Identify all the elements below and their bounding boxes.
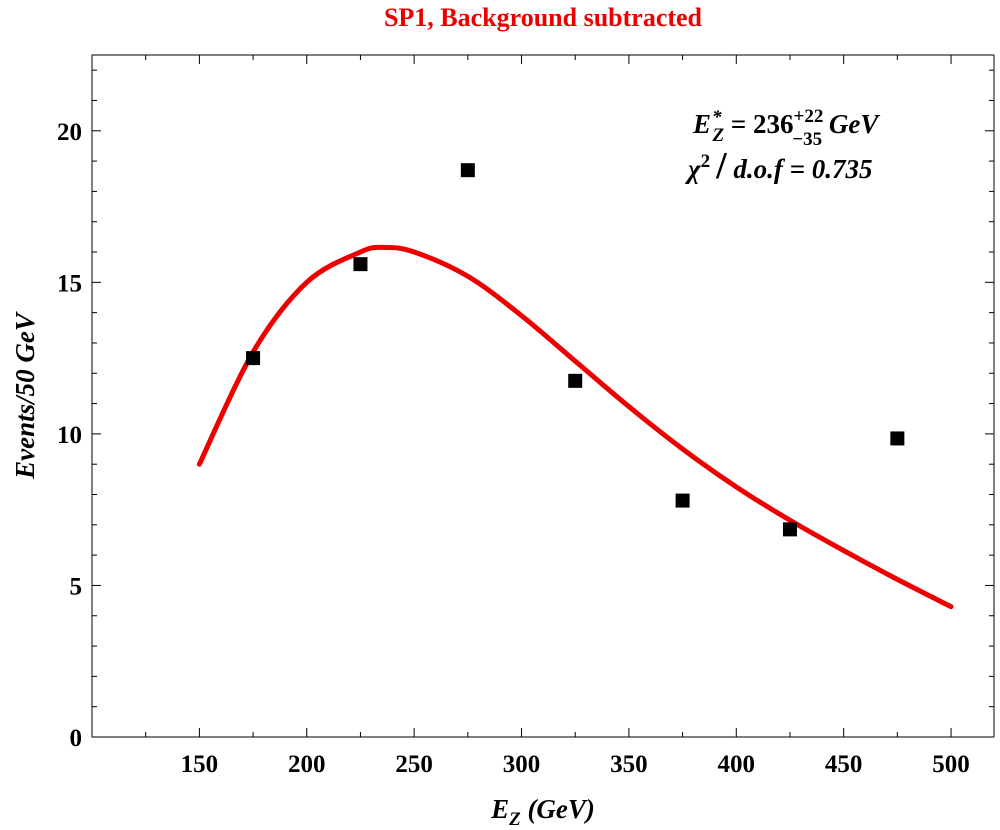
- data-point: [782, 522, 797, 537]
- data-point: [353, 257, 368, 272]
- data-points: [246, 163, 905, 537]
- peak-annotation: E* Z = 236+22 −35 GeV: [692, 106, 880, 150]
- y-axis-label: Events/50 GeV: [10, 311, 40, 480]
- chi2-annotation: χ2/ d.o.f = 0.735: [684, 145, 873, 187]
- x-axis-label: EZ (GeV): [490, 794, 595, 830]
- y-tick-label: 0: [70, 725, 83, 752]
- x-tick-label: 400: [718, 751, 756, 778]
- data-point: [890, 431, 905, 446]
- x-tick-label: 450: [825, 751, 863, 778]
- y-tick-label: 5: [70, 573, 83, 600]
- x-tick-label: 300: [503, 751, 541, 778]
- x-tick-label: 250: [395, 751, 433, 778]
- data-point: [246, 351, 261, 366]
- x-tick-label: 200: [288, 751, 326, 778]
- data-point: [568, 373, 583, 388]
- tick-labels: 150 200 250 300 350 400 450 500 0 5 10 15 20: [57, 119, 970, 778]
- fit-curve: [196, 244, 954, 610]
- chart-title: SP1, Background subtracted: [384, 3, 703, 32]
- x-tick-label: 350: [610, 751, 648, 778]
- y-tick-label: 15: [57, 270, 82, 297]
- plot-frame: [91, 54, 995, 738]
- y-tick-label: 10: [57, 422, 82, 449]
- x-tick-label: 500: [932, 751, 970, 778]
- y-tick-label: 20: [57, 119, 82, 146]
- axis-ticks: [92, 55, 994, 738]
- data-point: [675, 493, 690, 508]
- x-tick-label: 150: [181, 751, 219, 778]
- data-point: [460, 163, 475, 178]
